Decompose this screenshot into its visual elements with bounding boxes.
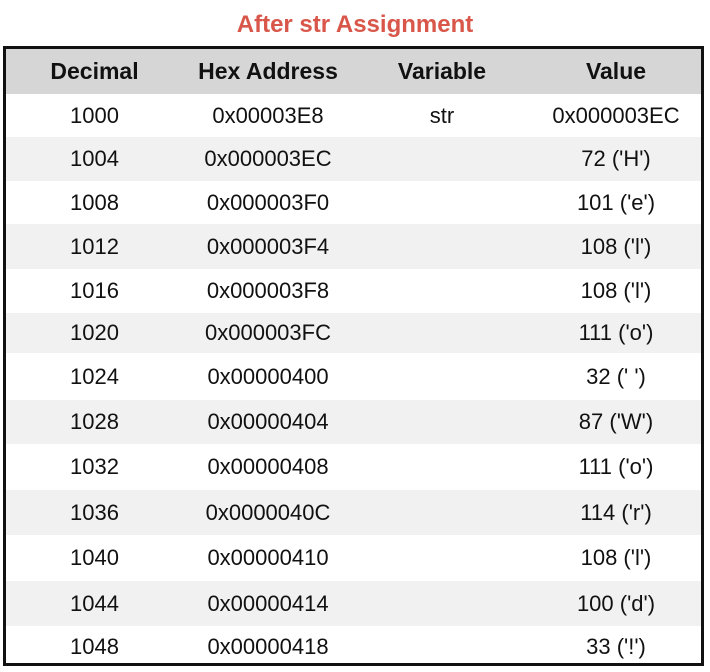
cell-variable	[353, 269, 531, 313]
cell-hex-address: 0x00000410	[183, 535, 353, 581]
cell-hex-address: 0x00000404	[183, 400, 353, 444]
table-row: 1028 0x00000404 87 ('W')	[6, 400, 701, 444]
cell-variable	[353, 535, 531, 581]
cell-decimal: 1032	[6, 444, 183, 490]
table-row: 1016 0x000003F8 108 ('l')	[6, 269, 701, 313]
column-header-value: Value	[531, 49, 701, 94]
cell-value: 108 ('l')	[531, 535, 701, 581]
column-header-decimal: Decimal	[6, 49, 183, 94]
cell-variable	[353, 626, 531, 663]
table-row: 1012 0x000003F4 108 ('l')	[6, 224, 701, 269]
table-row: 1008 0x000003F0 101 ('e')	[6, 181, 701, 224]
cell-decimal: 1036	[6, 490, 183, 535]
cell-hex-address: 0x00003E8	[183, 94, 353, 137]
table-row: 1024 0x00000400 32 (' ')	[6, 353, 701, 400]
memory-table-frame: Decimal Hex Address Variable Value 1000 0…	[3, 46, 704, 666]
cell-decimal: 1016	[6, 269, 183, 313]
cell-value: 33 ('!')	[531, 626, 701, 663]
cell-value: 100 ('d')	[531, 581, 701, 626]
cell-variable	[353, 224, 531, 269]
cell-decimal: 1012	[6, 224, 183, 269]
cell-value: 108 ('l')	[531, 224, 701, 269]
cell-hex-address: 0x000003F0	[183, 181, 353, 224]
memory-table: Decimal Hex Address Variable Value 1000 0…	[6, 49, 701, 663]
table-row: 1036 0x0000040C 114 ('r')	[6, 490, 701, 535]
cell-variable	[353, 400, 531, 444]
table-header-row: Decimal Hex Address Variable Value	[6, 49, 701, 94]
cell-decimal: 1024	[6, 353, 183, 400]
cell-hex-address: 0x000003EC	[183, 137, 353, 181]
cell-decimal: 1048	[6, 626, 183, 663]
cell-value: 101 ('e')	[531, 181, 701, 224]
table-row: 1004 0x000003EC 72 ('H')	[6, 137, 701, 181]
cell-variable	[353, 353, 531, 400]
table-row: 1032 0x00000408 111 ('o')	[6, 444, 701, 490]
cell-hex-address: 0x000003F8	[183, 269, 353, 313]
cell-hex-address: 0x000003F4	[183, 224, 353, 269]
cell-value: 72 ('H')	[531, 137, 701, 181]
page-title: After str Assignment	[236, 11, 474, 38]
column-header-variable: Variable	[353, 49, 531, 94]
cell-decimal: 1044	[6, 581, 183, 626]
cell-value: 111 ('o')	[531, 444, 701, 490]
column-header-hex-address: Hex Address	[183, 49, 353, 94]
table-row: 1040 0x00000410 108 ('l')	[6, 535, 701, 581]
table-row: 1000 0x00003E8 str 0x000003EC	[6, 94, 701, 137]
cell-variable	[353, 490, 531, 535]
table-row: 1048 0x00000418 33 ('!')	[6, 626, 701, 663]
memory-table-body: 1000 0x00003E8 str 0x000003EC 1004 0x000003EC…	[6, 94, 701, 663]
cell-decimal: 1004	[6, 137, 183, 181]
cell-variable	[353, 444, 531, 490]
table-row: 1044 0x00000414 100 ('d')	[6, 581, 701, 626]
cell-decimal: 1028	[6, 400, 183, 444]
cell-hex-address: 0x00000400	[183, 353, 353, 400]
cell-hex-address: 0x000003FC	[183, 313, 353, 353]
cell-hex-address: 0x0000040C	[183, 490, 353, 535]
cell-decimal: 1040	[6, 535, 183, 581]
cell-value: 87 ('W')	[531, 400, 701, 444]
cell-decimal: 1008	[6, 181, 183, 224]
cell-value: 0x000003EC	[531, 94, 701, 137]
cell-value: 32 (' ')	[531, 353, 701, 400]
table-row: 1020 0x000003FC 111 ('o')	[6, 313, 701, 353]
cell-variable: str	[353, 94, 531, 137]
cell-hex-address: 0x00000408	[183, 444, 353, 490]
cell-decimal: 1000	[6, 94, 183, 137]
cell-variable	[353, 137, 531, 181]
cell-value: 114 ('r')	[531, 490, 701, 535]
cell-hex-address: 0x00000414	[183, 581, 353, 626]
cell-value: 111 ('o')	[531, 313, 701, 353]
cell-variable	[353, 181, 531, 224]
cell-variable	[353, 313, 531, 353]
cell-value: 108 ('l')	[531, 269, 701, 313]
cell-variable	[353, 581, 531, 626]
cell-decimal: 1020	[6, 313, 183, 353]
cell-hex-address: 0x00000418	[183, 626, 353, 663]
